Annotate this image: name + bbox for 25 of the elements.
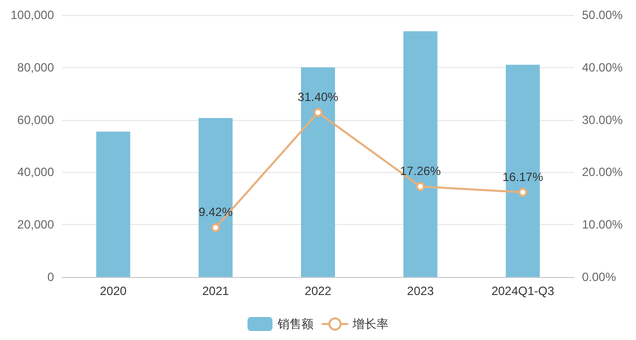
point xyxy=(211,223,220,232)
y-tick-label: 80,000 xyxy=(17,60,54,74)
y-tick-label: 100,000 xyxy=(10,8,54,22)
point xyxy=(314,108,322,117)
bar xyxy=(96,132,130,277)
y2-tick-label: 50.00% xyxy=(582,8,624,22)
y2-tick-label: 10.00% xyxy=(582,218,624,232)
legend-label: 销售额 xyxy=(276,317,314,331)
y2-tick-label: 30.00% xyxy=(582,112,624,127)
y2-tick-label: 0.00% xyxy=(582,270,616,284)
y2-tick-label: 40.00% xyxy=(582,60,624,74)
point xyxy=(416,182,425,192)
bar xyxy=(198,118,233,277)
y-tick-label: 60,000 xyxy=(17,112,54,127)
x-tick-label: 2022 xyxy=(304,284,332,298)
y-tick-label: 40,000 xyxy=(17,165,54,180)
y-tick-label: 20,000 xyxy=(17,218,54,232)
x-tick-label: 2024Q1-Q3 xyxy=(491,284,554,298)
y-tick-label: 0 xyxy=(47,270,54,284)
legend-label: 增长率 xyxy=(352,317,388,331)
y2-tick-label: 20.00% xyxy=(582,165,624,180)
point xyxy=(518,188,528,197)
x-tick-label: 2021 xyxy=(202,284,230,298)
x-tick-label: 2020 xyxy=(100,284,127,298)
x-tick-label: 2023 xyxy=(407,284,434,298)
